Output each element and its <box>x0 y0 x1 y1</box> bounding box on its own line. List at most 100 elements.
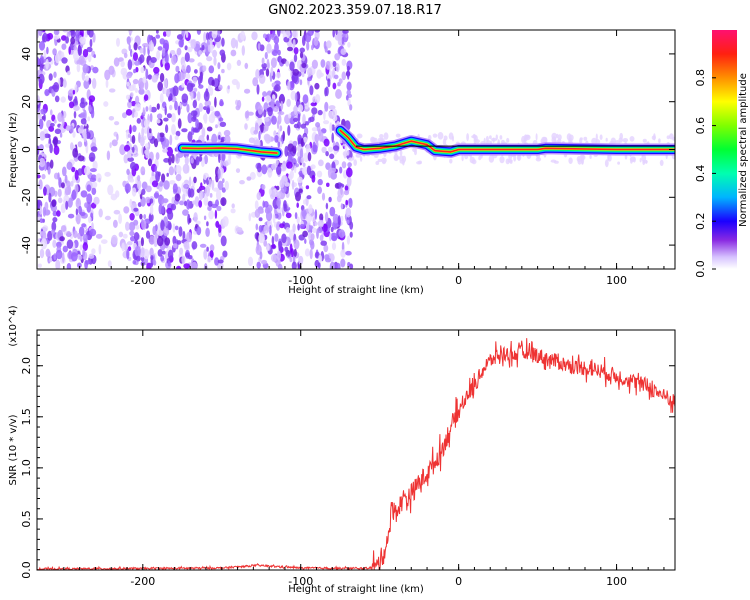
noise-speckle <box>308 231 312 242</box>
noise-speckle <box>286 161 293 169</box>
noise-speckle <box>88 104 92 113</box>
noise-speckle <box>341 58 347 66</box>
noise-speckle <box>109 142 112 149</box>
noise-speckle <box>338 229 345 239</box>
y-tick-label: 1.0 <box>20 459 33 477</box>
noise-speckle <box>72 230 78 239</box>
noise-speckle <box>84 166 91 176</box>
noise-speckle <box>306 195 312 200</box>
noise-speckle <box>140 196 146 207</box>
noise-speckle <box>255 68 260 80</box>
noise-speckle <box>167 210 174 221</box>
tone-halo-speckle <box>375 161 380 165</box>
snr-frame <box>36 329 676 571</box>
noise-speckle <box>166 146 173 157</box>
noise-speckle <box>183 183 190 189</box>
noise-speckle <box>324 211 329 223</box>
noise-speckle <box>266 33 271 43</box>
noise-speckle <box>182 193 186 202</box>
noise-speckle <box>267 167 273 178</box>
tone-core-line <box>181 147 278 154</box>
noise-speckle <box>41 173 46 180</box>
noise-speckle <box>129 213 135 221</box>
noise-speckle <box>344 185 349 191</box>
noise-speckle <box>206 221 209 227</box>
noise-speckle <box>181 30 185 37</box>
noise-speckle <box>211 30 218 39</box>
noise-speckle <box>293 117 299 123</box>
noise-speckle <box>190 83 195 88</box>
noise-speckle <box>129 230 135 236</box>
noise-speckle <box>70 252 78 262</box>
noise-speckle <box>38 144 44 152</box>
noise-speckle <box>40 54 44 64</box>
noise-speckle <box>67 70 71 76</box>
noise-speckle <box>254 209 261 218</box>
noise-speckle <box>78 55 85 65</box>
noise-speckle <box>187 131 193 142</box>
noise-speckle <box>186 103 190 113</box>
noise-speckle <box>306 41 310 51</box>
noise-speckle <box>221 152 226 162</box>
noise-speckle <box>139 213 143 220</box>
tone-halo-speckle <box>535 157 542 162</box>
noise-speckle <box>138 88 145 95</box>
noise-speckle <box>198 102 203 112</box>
noise-speckle <box>163 158 170 163</box>
noise-speckle <box>171 153 175 164</box>
noise-speckle <box>154 165 157 174</box>
noise-speckle <box>327 78 331 88</box>
tone-halo-speckle <box>509 159 513 164</box>
noise-speckle <box>61 43 67 50</box>
noise-speckle <box>299 51 304 59</box>
noise-speckle <box>334 182 340 189</box>
noise-speckle <box>246 176 252 181</box>
noise-speckle <box>333 74 339 80</box>
noise-speckle <box>347 41 351 48</box>
noise-speckle <box>255 223 259 231</box>
tone-halo-speckle <box>475 139 480 144</box>
noise-speckle <box>153 192 159 199</box>
noise-speckle <box>85 260 90 265</box>
noise-speckle <box>273 35 280 45</box>
noise-speckle <box>305 121 310 126</box>
noise-speckle <box>244 88 251 94</box>
noise-speckle <box>86 46 93 53</box>
noise-speckle <box>51 84 59 90</box>
noise-speckle <box>259 251 263 260</box>
noise-speckle <box>80 112 86 118</box>
noise-speckle <box>170 50 176 55</box>
noise-speckle <box>332 114 338 122</box>
noise-speckle <box>214 110 220 117</box>
noise-speckle <box>37 174 41 179</box>
noise-speckle <box>346 176 352 187</box>
noise-speckle <box>213 56 217 66</box>
noise-speckle <box>115 190 120 198</box>
noise-speckle <box>199 73 203 84</box>
noise-speckle <box>178 226 183 237</box>
noise-speckle <box>124 183 131 194</box>
noise-speckle <box>108 65 115 76</box>
noise-speckle <box>158 203 163 215</box>
noise-speckle <box>309 116 315 123</box>
noise-speckle <box>156 113 163 119</box>
noise-speckle <box>136 179 142 190</box>
noise-speckle <box>349 263 354 269</box>
noise-speckle <box>149 198 154 204</box>
noise-speckle <box>126 36 131 45</box>
noise-speckle <box>223 129 231 137</box>
noise-speckle <box>258 74 266 84</box>
noise-speckle <box>293 54 298 63</box>
tone-halo-speckle <box>379 134 384 139</box>
noise-speckle <box>66 161 73 170</box>
noise-speckle <box>51 229 56 235</box>
noise-speckle <box>142 110 146 115</box>
noise-speckle <box>82 63 89 74</box>
noise-speckle <box>217 62 221 70</box>
noise-speckle <box>38 110 42 121</box>
tone-halo-speckle <box>605 137 608 142</box>
noise-speckle <box>219 121 227 128</box>
noise-speckle <box>196 30 201 35</box>
noise-speckle <box>75 214 81 225</box>
noise-speckle <box>140 166 146 176</box>
